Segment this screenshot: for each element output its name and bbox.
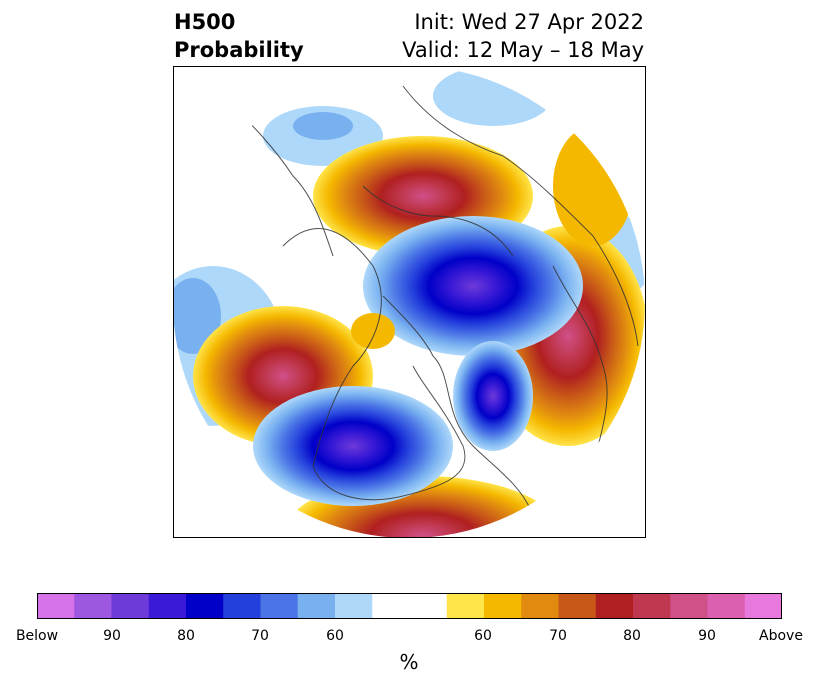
colorbar-swatch	[335, 593, 373, 619]
colorbar-swatch	[297, 593, 336, 619]
colorbar-swatch	[223, 593, 261, 619]
colorbar-swatch	[484, 593, 522, 619]
colorbar-swatch	[707, 593, 746, 619]
colorbar-swatch	[521, 593, 559, 619]
colorbar-tick-label: Below	[15, 628, 59, 644]
colorbar-unit: %	[399, 650, 419, 674]
colorbar-swatch	[633, 593, 671, 619]
valid-date: Valid: 12 May – 18 May	[402, 38, 644, 62]
title-line1: H500	[174, 10, 236, 34]
probability-map	[173, 66, 646, 538]
colorbar-swatch	[744, 593, 782, 619]
colorbar-tick-label: 70	[251, 628, 269, 644]
colorbar-swatch	[372, 593, 410, 619]
colorbar-tick-label: 70	[549, 628, 567, 644]
colorbar-swatch	[111, 593, 150, 619]
colorbar-swatch	[409, 593, 448, 619]
colorbar-swatch	[595, 593, 634, 619]
colorbar-tick-label: 90	[698, 628, 716, 644]
colorbar-tick-label: 90	[103, 628, 121, 644]
colorbar-swatch	[148, 593, 187, 619]
colorbar-tick-label: 60	[474, 628, 492, 644]
colorbar-swatch	[186, 593, 224, 619]
colorbar-swatch	[670, 593, 708, 619]
colorbar-swatch	[260, 593, 299, 619]
colorbar-swatch	[37, 593, 75, 619]
colorbar-swatch	[558, 593, 597, 619]
title-right: Init: Wed 27 Apr 2022 Valid: 12 May – 18…	[402, 8, 644, 64]
title-left: H500 Probability	[174, 8, 304, 64]
colorbar-swatch	[74, 593, 112, 619]
colorbar	[37, 593, 782, 619]
colorbar-tick-label: 80	[623, 628, 641, 644]
init-date: Init: Wed 27 Apr 2022	[414, 10, 644, 34]
colorbar-tick-label: 60	[326, 628, 344, 644]
colorbar-swatch	[446, 593, 485, 619]
colorbar-border	[37, 593, 782, 619]
colorbar-tick-label: 80	[177, 628, 195, 644]
title-line2: Probability	[174, 38, 304, 62]
colorbar-tick-label: Above	[759, 628, 803, 644]
